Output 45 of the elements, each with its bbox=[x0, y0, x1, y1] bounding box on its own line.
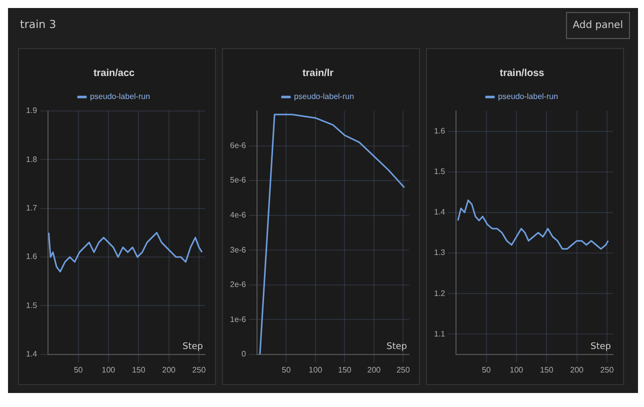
x-tick-label: 100 bbox=[510, 365, 524, 374]
text: Add panel bbox=[566, 12, 630, 39]
y-tick-label: 4e-6 bbox=[230, 210, 247, 220]
legend-label: pseudo-label-run bbox=[90, 92, 150, 102]
x-tick-label: 50 bbox=[282, 365, 292, 374]
x-tick-label: 250 bbox=[192, 365, 206, 374]
x-axis-title: Step bbox=[590, 342, 612, 352]
text: train 3 bbox=[20, 18, 56, 31]
x-axis-title: Step bbox=[386, 342, 408, 352]
x-tick-label: 200 bbox=[367, 365, 382, 374]
y-tick-label: 6e-6 bbox=[230, 140, 247, 150]
legend-label: pseudo-label-run bbox=[498, 92, 558, 102]
y-tick-label: 1e-6 bbox=[230, 314, 247, 324]
y-tick-label: 1.3 bbox=[434, 248, 446, 258]
chart-title: train/lr bbox=[302, 68, 334, 79]
x-tick-label: 150 bbox=[338, 365, 352, 374]
y-tick-label: 1.1 bbox=[434, 329, 446, 338]
y-tick-label: 1.5 bbox=[26, 300, 38, 310]
y-tick-label: 2e-6 bbox=[230, 280, 247, 290]
y-tick-label: 1.4 bbox=[26, 350, 38, 359]
y-tick-label: 1.4 bbox=[434, 208, 446, 217]
x-tick-label: 200 bbox=[162, 365, 176, 374]
y-tick-label: 1.9 bbox=[26, 106, 38, 116]
y-tick-label: 1.2 bbox=[434, 288, 446, 298]
y-tick-label: 1.8 bbox=[26, 154, 38, 164]
x-axis-title: Step bbox=[182, 342, 204, 352]
y-tick-label: 0 bbox=[242, 350, 247, 359]
x-tick-label: 100 bbox=[102, 365, 116, 374]
x-tick-label: 150 bbox=[540, 365, 554, 374]
x-tick-label: 150 bbox=[132, 365, 146, 374]
x-tick-label: 200 bbox=[570, 365, 584, 374]
chart-title: train/acc bbox=[93, 68, 135, 79]
x-tick-label: 100 bbox=[308, 365, 323, 374]
y-tick-label: 1.6 bbox=[434, 126, 446, 136]
y-tick-label: 1.6 bbox=[26, 252, 38, 262]
y-tick-label: 1.5 bbox=[434, 167, 446, 176]
y-tick-label: 1.7 bbox=[26, 204, 38, 213]
y-tick-label: 3e-6 bbox=[230, 245, 247, 254]
x-tick-label: 250 bbox=[396, 365, 410, 374]
x-tick-label: 250 bbox=[600, 365, 614, 374]
x-tick-label: 50 bbox=[482, 365, 492, 374]
x-tick-label: 50 bbox=[74, 365, 84, 374]
y-tick-label: 5e-6 bbox=[230, 176, 247, 185]
legend-label: pseudo-label-run bbox=[294, 92, 354, 102]
chart-title: train/loss bbox=[500, 68, 545, 79]
